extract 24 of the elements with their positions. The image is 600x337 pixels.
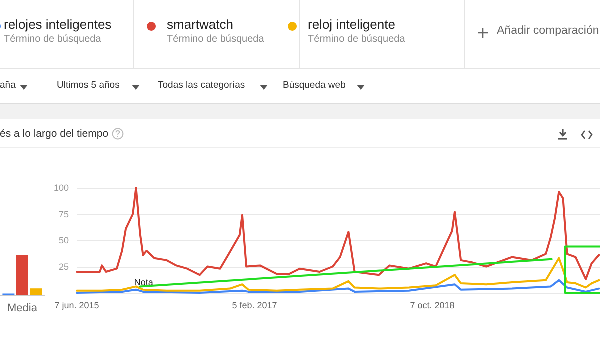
y-tick-label: 50 — [58, 236, 69, 246]
legend-label: smartwatch — [167, 17, 234, 32]
chart-title: és a lo largo del tiempo — [0, 128, 109, 140]
x-tick-label: 7 oct. 2018 — [410, 300, 455, 310]
line-series — [76, 257, 600, 292]
text: Búsqueda web — [283, 80, 346, 91]
text: Término de búsqueda — [167, 34, 264, 45]
legend-label: relojes inteligentes — [4, 17, 112, 32]
text: Añadir comparación — [497, 25, 600, 37]
x-tick-label: Media — [8, 302, 38, 314]
legend-label: reloj inteligente — [308, 17, 396, 32]
line-series — [76, 279, 600, 294]
annotation: Nota — [134, 277, 154, 288]
text: Término de búsqueda — [4, 34, 102, 45]
y-tick-label: 25 — [58, 262, 69, 272]
line-series — [76, 187, 600, 280]
text: Término de búsqueda — [308, 34, 406, 45]
text: aña — [0, 80, 16, 91]
y-tick-label: 100 — [54, 183, 69, 193]
x-tick-label: 7 jun. 2015 — [54, 300, 100, 310]
text: Ultimos 5 años — [57, 80, 120, 91]
x-tick-label: 5 feb. 2017 — [232, 300, 278, 310]
y-tick-label: 75 — [58, 209, 69, 220]
text: Todas las categorías — [158, 80, 246, 91]
